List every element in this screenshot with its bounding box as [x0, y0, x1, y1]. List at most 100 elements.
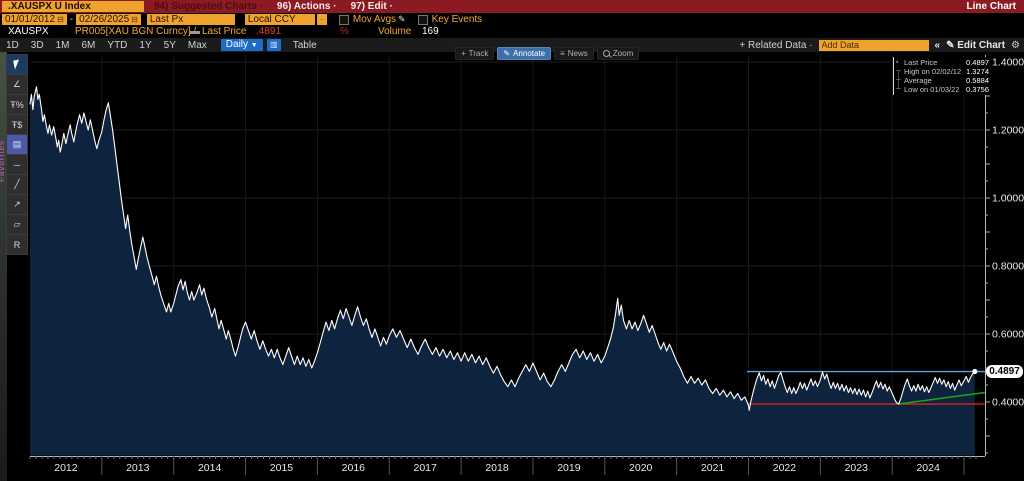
menu-suggested-charts[interactable]: 94) Suggested Charts ·	[154, 1, 263, 12]
legend-row[interactable]: ▪ Last Price 0.4897	[896, 58, 989, 67]
range-button-3d[interactable]: 3D	[30, 39, 44, 51]
date-from-value: 01/01/2012	[5, 14, 56, 25]
y-axis-label: 0.6000	[992, 329, 1024, 341]
price-line	[29, 86, 976, 411]
percent-ruler-tool[interactable]: Ŧ%	[6, 94, 28, 115]
legend-label: Low on 01/03/22	[904, 85, 960, 94]
range-button-1m[interactable]: 1M	[55, 39, 70, 51]
zoom-button[interactable]: Zoom	[596, 47, 640, 60]
x-axis-year-label: 2020	[629, 462, 653, 474]
track-button[interactable]: + Track	[455, 47, 495, 60]
chevron-down-icon: ▼	[250, 42, 258, 49]
mov-avgs-checkbox[interactable]	[338, 14, 349, 25]
price-ruler-tool[interactable]: Ŧ$	[6, 114, 28, 135]
chart-style-button[interactable]: ▥	[266, 39, 281, 51]
y-axis-label: 1.0000	[992, 193, 1024, 205]
chart-type-label: Line Chart	[966, 1, 1016, 12]
price-type-value: Last Px	[149, 14, 184, 25]
legend-row[interactable]: ┼ Average 0.5884	[896, 76, 989, 85]
legend-value: 0.3756	[966, 85, 989, 94]
range-button-ytd[interactable]: YTD	[107, 39, 128, 51]
horizontal-line-tool[interactable]: ─	[6, 154, 28, 175]
news-lines-icon: ≡	[560, 49, 565, 58]
edit-chart-button[interactable]: ✎ Edit Chart	[946, 40, 1005, 51]
x-axis-year-label: 2022	[773, 462, 797, 474]
angle-line-tool[interactable]: ∠	[6, 74, 28, 95]
arrow-line-tool[interactable]: ↗	[6, 194, 28, 215]
key-events-label: Key Events	[431, 14, 483, 25]
y-axis-label: 1.2000	[992, 125, 1024, 137]
last-price-axis-badge: 0.4897	[986, 364, 1023, 378]
x-axis-year-label: 2015	[270, 462, 294, 474]
mov-avgs-pencil-icon[interactable]: ✎	[398, 14, 406, 24]
security-formula[interactable]: PR005[XAU BGN Curncy] /	[75, 26, 197, 37]
price-type-select[interactable]: Last Px	[146, 14, 235, 25]
volume-value: 169	[422, 26, 439, 37]
security-bar: XAUSPX PR005[XAU BGN Curncy] / ▬ Last Pr…	[0, 26, 1024, 38]
note-tool[interactable]: ▤	[6, 134, 28, 155]
news-button[interactable]: ≡ News	[554, 47, 594, 60]
calendar-icon[interactable]: ⊟	[57, 15, 64, 24]
period-select[interactable]: Daily ▼	[220, 39, 263, 51]
favorites-tab[interactable]: Favorites	[0, 140, 6, 182]
legend-marker-icon: ┬	[896, 68, 901, 75]
desktop-background-sliver	[0, 52, 7, 481]
zoom-label: Zoom	[612, 49, 634, 58]
legend-row[interactable]: ┴ Low on 01/03/22 0.3756	[896, 85, 989, 94]
drawing-tool-rail: ∠ Ŧ% Ŧ$ ▤ ─ ╱ ↗ ▱ R	[6, 54, 28, 255]
channel-tool[interactable]: ▱	[6, 214, 28, 235]
menu-actions[interactable]: 96) Actions ·	[276, 1, 337, 12]
last-price-label: Last Price	[202, 26, 247, 37]
currency-select[interactable]: Local CCY	[244, 14, 315, 25]
x-axis-year-label: 2014	[198, 462, 222, 474]
range-button-group: 1D 3D 1M 6M YTD 1Y 5Y Max	[0, 40, 213, 51]
gear-icon[interactable]: ⚙	[1011, 39, 1020, 51]
menu-bar: .XAUSPX U Index 94) Suggested Charts · 9…	[0, 0, 1024, 13]
trend-line-tool[interactable]: ╱	[6, 174, 28, 195]
collapse-panel-button[interactable]: «	[934, 39, 941, 51]
last-price-value: .4891	[256, 26, 282, 37]
add-data-input[interactable]	[818, 39, 929, 51]
legend-label: High on 02/02/12	[904, 67, 962, 76]
range-button-1d[interactable]: 1D	[6, 39, 19, 51]
legend-marker-icon: ▪	[896, 59, 899, 66]
annotate-label: Annotate	[513, 49, 546, 58]
volume-label: Volume	[378, 26, 412, 37]
cursor-tool[interactable]	[6, 54, 28, 75]
ticker-field[interactable]: .XAUSPX U Index	[2, 1, 144, 12]
calendar-icon[interactable]: ⊟	[131, 15, 138, 24]
pencil-icon: ✎	[503, 49, 511, 58]
security-ticker: XAUSPX	[8, 26, 49, 37]
date-separator: -	[69, 14, 74, 25]
x-axis-year-label: 2019	[557, 462, 581, 474]
date-from-field[interactable]: 01/01/2012 ⊟	[2, 14, 67, 25]
annotate-button[interactable]: ✎ Annotate	[497, 47, 552, 60]
legend-label: Last Price	[904, 58, 938, 67]
range-button-5y[interactable]: 5Y	[163, 39, 176, 51]
series-swatch-icon: ▬	[190, 26, 200, 37]
key-events-checkbox[interactable]	[417, 14, 428, 25]
range-button-1y[interactable]: 1Y	[139, 39, 152, 51]
chart-legend[interactable]: ▪ Last Price 0.4897 ┬ High on 02/02/12 1.3274…	[893, 57, 991, 95]
last-price-marker	[972, 368, 978, 375]
y-axis-label: 1.4000	[992, 57, 1024, 69]
period-value: Daily	[225, 39, 249, 50]
legend-marker-icon: ┼	[896, 77, 901, 84]
related-data-button[interactable]: + Related Data ·	[739, 39, 813, 51]
currency-dropdown-button[interactable]: ·	[316, 14, 327, 25]
menu-edit[interactable]: 97) Edit ·	[350, 1, 393, 12]
range-button-max[interactable]: Max	[187, 39, 207, 51]
legend-row[interactable]: ┬ High on 02/02/12 1.3274	[896, 67, 989, 76]
date-to-value: 02/26/2025	[79, 14, 130, 25]
regression-tool[interactable]: R	[6, 234, 28, 255]
track-label: Track	[468, 49, 489, 58]
currency-value: Local CCY	[247, 14, 296, 25]
x-axis-year-label: 2023	[845, 462, 869, 474]
range-button-6m[interactable]: 6M	[81, 39, 96, 51]
table-button[interactable]: Table	[292, 39, 317, 51]
annotation-trendline[interactable]	[898, 391, 985, 405]
series-area-fill	[30, 86, 975, 456]
date-to-field[interactable]: 02/26/2025 ⊟	[76, 14, 141, 25]
